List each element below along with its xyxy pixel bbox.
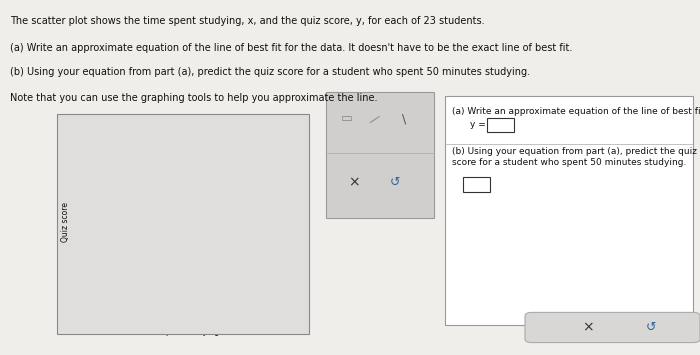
Text: The scatter plot shows the time spent studying, x, and the quiz score, y, for ea: The scatter plot shows the time spent st… — [10, 16, 485, 26]
Text: /: / — [370, 112, 379, 126]
Text: ×: × — [582, 320, 594, 334]
Text: (b) Using your equation from part (a), predict the quiz
score for a student who : (b) Using your equation from part (a), p… — [452, 147, 696, 167]
Text: y: y — [102, 120, 106, 129]
X-axis label: Time spent studying (in minutes): Time spent studying (in minutes) — [141, 327, 268, 336]
Point — [228, 187, 239, 193]
Text: ↺: ↺ — [645, 321, 657, 334]
Point — [218, 183, 230, 189]
Point — [170, 220, 181, 226]
Text: ▭: ▭ — [342, 113, 353, 125]
Point — [190, 202, 201, 207]
Point — [247, 156, 258, 162]
Text: x: x — [304, 308, 308, 317]
Point — [161, 229, 172, 235]
Point — [141, 247, 153, 253]
Text: ↺: ↺ — [390, 176, 400, 189]
Text: (b) Using your equation from part (a), predict the quiz score for a student who : (b) Using your equation from part (a), p… — [10, 67, 531, 77]
Point — [132, 266, 143, 271]
Text: Quiz score: Quiz score — [61, 202, 69, 242]
Point — [238, 160, 249, 165]
Text: y =: y = — [470, 120, 486, 130]
Point — [151, 233, 162, 239]
Point — [228, 174, 239, 180]
Point — [180, 233, 191, 239]
Point — [199, 198, 211, 204]
Point — [209, 180, 220, 185]
Point — [238, 165, 249, 171]
Point — [199, 220, 211, 226]
Text: (a) Write an approximate equation of the line of best fit for the data. It doesn: (a) Write an approximate equation of the… — [10, 43, 573, 53]
Point — [141, 256, 153, 262]
Text: ×: × — [348, 176, 359, 190]
Text: (a) Write an approximate equation of the line of best fit.: (a) Write an approximate equation of the… — [452, 106, 700, 115]
Text: \: \ — [402, 113, 407, 125]
Point — [257, 165, 268, 171]
Y-axis label: Quiz score: Quiz score — [80, 203, 89, 243]
Point — [267, 143, 278, 149]
Point — [180, 238, 191, 244]
Point — [276, 138, 288, 143]
Point — [218, 178, 230, 184]
Text: Note that you can use the graphing tools to help you approximate the line.: Note that you can use the graphing tools… — [10, 93, 378, 103]
Point — [122, 275, 133, 280]
